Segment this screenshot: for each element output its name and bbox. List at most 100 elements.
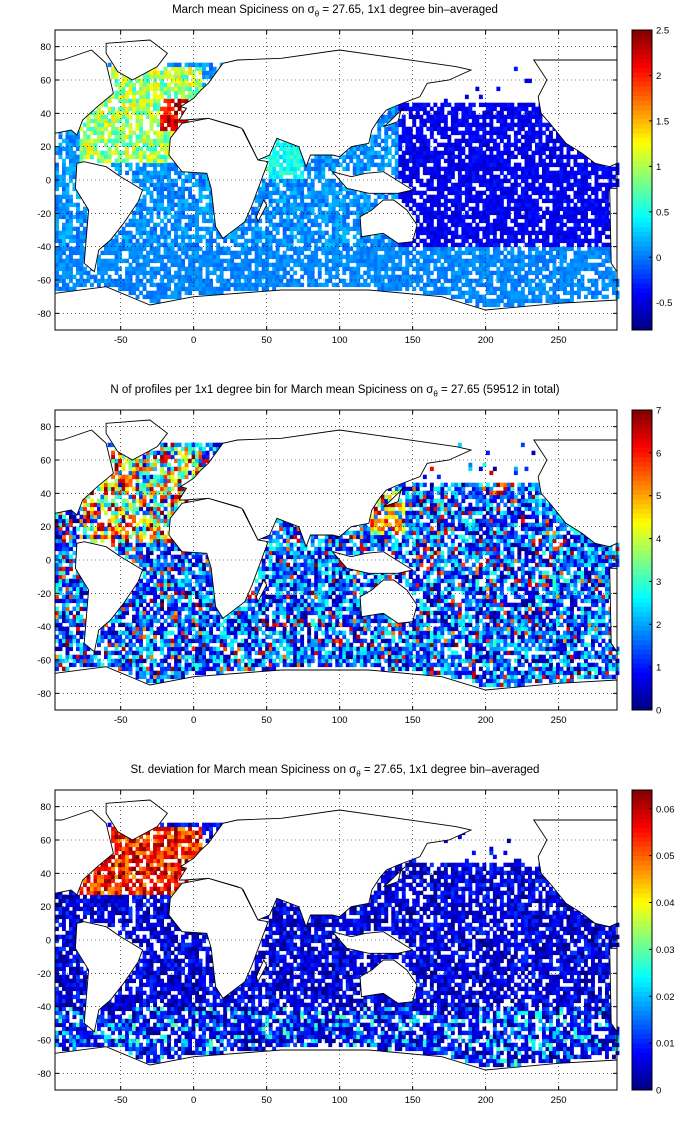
data-cell (135, 262, 140, 268)
data-cell (426, 274, 431, 280)
data-cell (419, 278, 424, 284)
data-cell (279, 194, 284, 200)
data-cell (359, 262, 364, 268)
data-cell (499, 282, 504, 288)
data-cell (499, 274, 504, 280)
data-cell (605, 274, 609, 280)
data-cell (461, 130, 466, 136)
data-cell (233, 238, 238, 244)
data-cell (545, 146, 550, 152)
data-cell (468, 246, 473, 252)
data-cell (443, 134, 448, 140)
data-cell (566, 270, 571, 276)
data-cell (195, 86, 199, 92)
data-cell (542, 246, 546, 252)
data-cell (97, 270, 101, 276)
data-cell (587, 246, 592, 252)
data-cell (499, 250, 504, 256)
data-cell (128, 286, 133, 292)
data-cell (443, 286, 448, 292)
data-cell (79, 258, 84, 264)
data-cell (62, 234, 66, 240)
data-cell (464, 118, 469, 124)
data-cell (535, 214, 539, 220)
data-cell (286, 178, 291, 184)
data-cell (447, 102, 452, 108)
data-cell (153, 70, 157, 76)
data-cell (528, 182, 532, 188)
data-cell (405, 278, 410, 284)
data-cell (492, 158, 497, 164)
data-cell (447, 266, 452, 272)
data-cell (373, 198, 378, 204)
data-cell (440, 110, 445, 116)
data-cell (605, 210, 609, 216)
data-cell (468, 282, 473, 288)
data-cell (552, 162, 557, 168)
data-cell (478, 210, 483, 216)
data-cell (282, 262, 287, 268)
data-cell (513, 178, 518, 184)
data-cell (499, 198, 504, 204)
data-cell (499, 290, 504, 296)
data-cell (503, 150, 508, 156)
data-cell (142, 274, 147, 280)
colorbar-swatch (632, 198, 652, 204)
data-cell (408, 250, 413, 256)
data-cell (489, 242, 494, 248)
profile-count-chart: -50 0 50 100 150 200 250806040200-20-40-60-807… (37, 406, 661, 727)
data-cell (331, 266, 336, 272)
data-cell (520, 126, 525, 132)
data-cell (475, 158, 480, 164)
data-cell (163, 130, 168, 136)
data-cell (552, 246, 557, 252)
data-cell (268, 254, 273, 260)
data-cell (503, 166, 508, 172)
data-cell (415, 162, 420, 168)
data-cell (478, 150, 483, 156)
data-cell (149, 182, 154, 188)
data-cell (492, 238, 497, 244)
data-cell (549, 298, 553, 304)
data-cell (296, 278, 301, 284)
data-cell (170, 262, 175, 268)
data-cell (282, 146, 287, 152)
data-cell (482, 246, 487, 252)
data-cell (289, 230, 294, 236)
data-cell (352, 258, 357, 264)
data-cell (310, 282, 315, 288)
data-cell (370, 158, 375, 164)
data-cell (338, 198, 343, 204)
data-cell (345, 258, 350, 264)
data-cell (538, 278, 543, 284)
data-cell (528, 126, 532, 132)
data-cell (545, 154, 550, 160)
data-cell (563, 278, 567, 284)
grid-lines (55, 30, 617, 330)
data-cell (538, 162, 543, 168)
data-cell (97, 150, 101, 156)
data-cell (76, 242, 80, 248)
data-cell (489, 162, 494, 168)
data-cell (90, 142, 94, 148)
data-cell (594, 230, 599, 236)
data-cell (454, 294, 459, 300)
data-cell (184, 82, 189, 88)
data-cell (132, 178, 136, 184)
data-cell (177, 62, 182, 68)
data-cell (524, 158, 529, 164)
data-cell (289, 254, 294, 260)
data-cell (156, 122, 161, 128)
data-cell (310, 198, 315, 204)
data-cell (195, 206, 199, 212)
data-cell (475, 170, 480, 176)
data-cell (457, 202, 462, 208)
data-cell (293, 162, 298, 168)
data-cell (289, 178, 294, 184)
data-cell (580, 210, 585, 216)
data-cell (209, 278, 213, 284)
data-cell (513, 182, 518, 188)
data-cell (412, 166, 417, 172)
data-cell (310, 230, 315, 236)
data-cell (506, 186, 511, 192)
